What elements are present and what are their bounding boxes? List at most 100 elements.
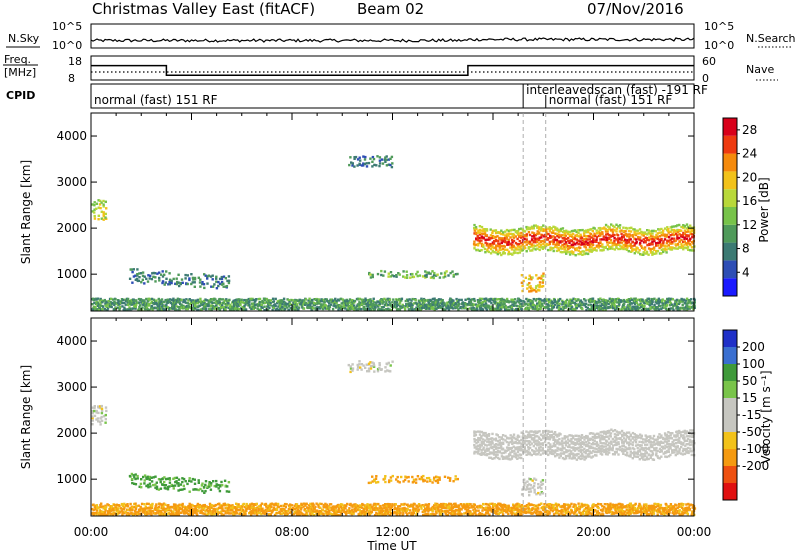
heatmap-cell: [566, 435, 569, 438]
heatmap-cell: [116, 301, 120, 305]
heatmap-cell: [504, 439, 507, 442]
heatmap-cell: [556, 449, 559, 452]
heatmap-cell: [200, 308, 203, 311]
heatmap-cell: [615, 223, 618, 226]
heatmap-cell: [482, 440, 485, 444]
heatmap-cell: [412, 480, 416, 483]
heatmap-cell: [550, 452, 554, 455]
heatmap-cell: [267, 303, 270, 307]
heatmap-cell: [509, 232, 512, 236]
heatmap-cell: [629, 453, 632, 456]
heatmap-cell: [541, 449, 544, 452]
heatmap-cell: [228, 298, 231, 302]
heatmap-cell: [604, 448, 608, 451]
heatmap-cell: [672, 304, 675, 308]
heatmap-cell: [684, 299, 688, 302]
heatmap-cell: [555, 249, 559, 253]
heatmap-cell: [159, 487, 163, 490]
heatmap-cell: [536, 308, 539, 311]
heatmap-cell: [502, 240, 505, 243]
heatmap-cell: [231, 305, 234, 308]
heatmap-cell: [686, 437, 690, 441]
heatmap-cell: [498, 436, 501, 439]
heatmap-cell: [342, 299, 345, 302]
heatmap-cell: [625, 431, 629, 434]
heatmap-cell: [514, 446, 517, 449]
heatmap-cell: [602, 235, 605, 238]
heatmap-cell: [484, 450, 487, 454]
heatmap-cell: [648, 446, 651, 450]
heatmap-cell: [537, 242, 541, 245]
heatmap-cell: [281, 303, 284, 306]
heatmap-cell: [324, 298, 327, 301]
heatmap-cell: [631, 436, 634, 439]
heatmap-cell: [589, 233, 593, 236]
heatmap-cell: [358, 297, 362, 301]
heatmap-cell: [595, 441, 598, 444]
heatmap-cell: [473, 232, 476, 235]
heatmap-cell: [665, 438, 669, 441]
heatmap-cell: [387, 163, 391, 166]
heatmap-cell: [573, 441, 577, 445]
heatmap-cell: [609, 432, 613, 435]
heatmap-cell: [564, 301, 568, 305]
heatmap-cell: [480, 440, 483, 444]
heatmap-cell: [188, 477, 191, 480]
heatmap-cell: [681, 245, 684, 248]
heatmap-cell: [622, 229, 625, 233]
heatmap-cell: [669, 453, 672, 457]
heatmap-cell: [633, 228, 636, 231]
heatmap-cell: [581, 452, 584, 455]
heatmap-cell: [398, 481, 401, 484]
heatmap-cell: [532, 450, 535, 453]
heatmap-cell: [541, 447, 544, 450]
heatmap-cell: [272, 300, 276, 303]
heatmap-cell: [682, 240, 685, 243]
heatmap-cell: [469, 300, 473, 303]
heatmap-cell: [93, 301, 96, 305]
heatmap-cell: [552, 435, 556, 439]
heatmap-cell: [577, 229, 580, 232]
heatmap-cell: [106, 301, 109, 304]
heatmap-cell: [560, 227, 563, 231]
heatmap-cell: [491, 246, 494, 249]
heatmap-cell: [129, 502, 132, 506]
heatmap-cell: [162, 308, 166, 311]
heatmap-cell: [484, 307, 488, 310]
heatmap-cell: [590, 245, 593, 249]
heatmap-cell: [435, 307, 438, 310]
heatmap-cell: [473, 223, 476, 227]
heatmap-cell: [102, 213, 105, 216]
heatmap-cell: [479, 445, 482, 449]
heatmap-cell: [609, 447, 613, 450]
heatmap-cell: [626, 233, 629, 236]
heatmap-cell: [218, 489, 222, 493]
heatmap-cell: [619, 431, 622, 434]
heatmap-cell: [492, 448, 496, 452]
heatmap-cell: [652, 238, 656, 241]
heatmap-cell: [658, 443, 662, 447]
heatmap-cell: [389, 476, 393, 479]
heatmap-cell: [652, 458, 656, 461]
heatmap-cell: [100, 201, 103, 204]
heatmap-cell: [602, 246, 606, 249]
heatmap-cell: [575, 238, 578, 241]
heatmap-cell: [666, 233, 669, 237]
heatmap-cell: [606, 232, 609, 236]
heatmap-cell: [529, 446, 532, 450]
heatmap-cell: [165, 477, 168, 481]
heatmap-cell: [601, 438, 604, 441]
heatmap-cell: [97, 511, 100, 515]
heatmap-cell: [198, 503, 201, 507]
heatmap-cell: [634, 233, 638, 237]
heatmap-cell: [615, 243, 618, 246]
heatmap-cell: [637, 309, 640, 312]
heatmap-cell: [523, 437, 527, 440]
heatmap-cell: [489, 443, 493, 446]
heatmap-cell: [555, 453, 559, 456]
heatmap-cell: [527, 242, 531, 245]
heatmap-cell: [215, 485, 218, 488]
heatmap-cell: [164, 281, 167, 284]
heatmap-cell: [216, 507, 220, 510]
heatmap-cell: [204, 510, 207, 513]
